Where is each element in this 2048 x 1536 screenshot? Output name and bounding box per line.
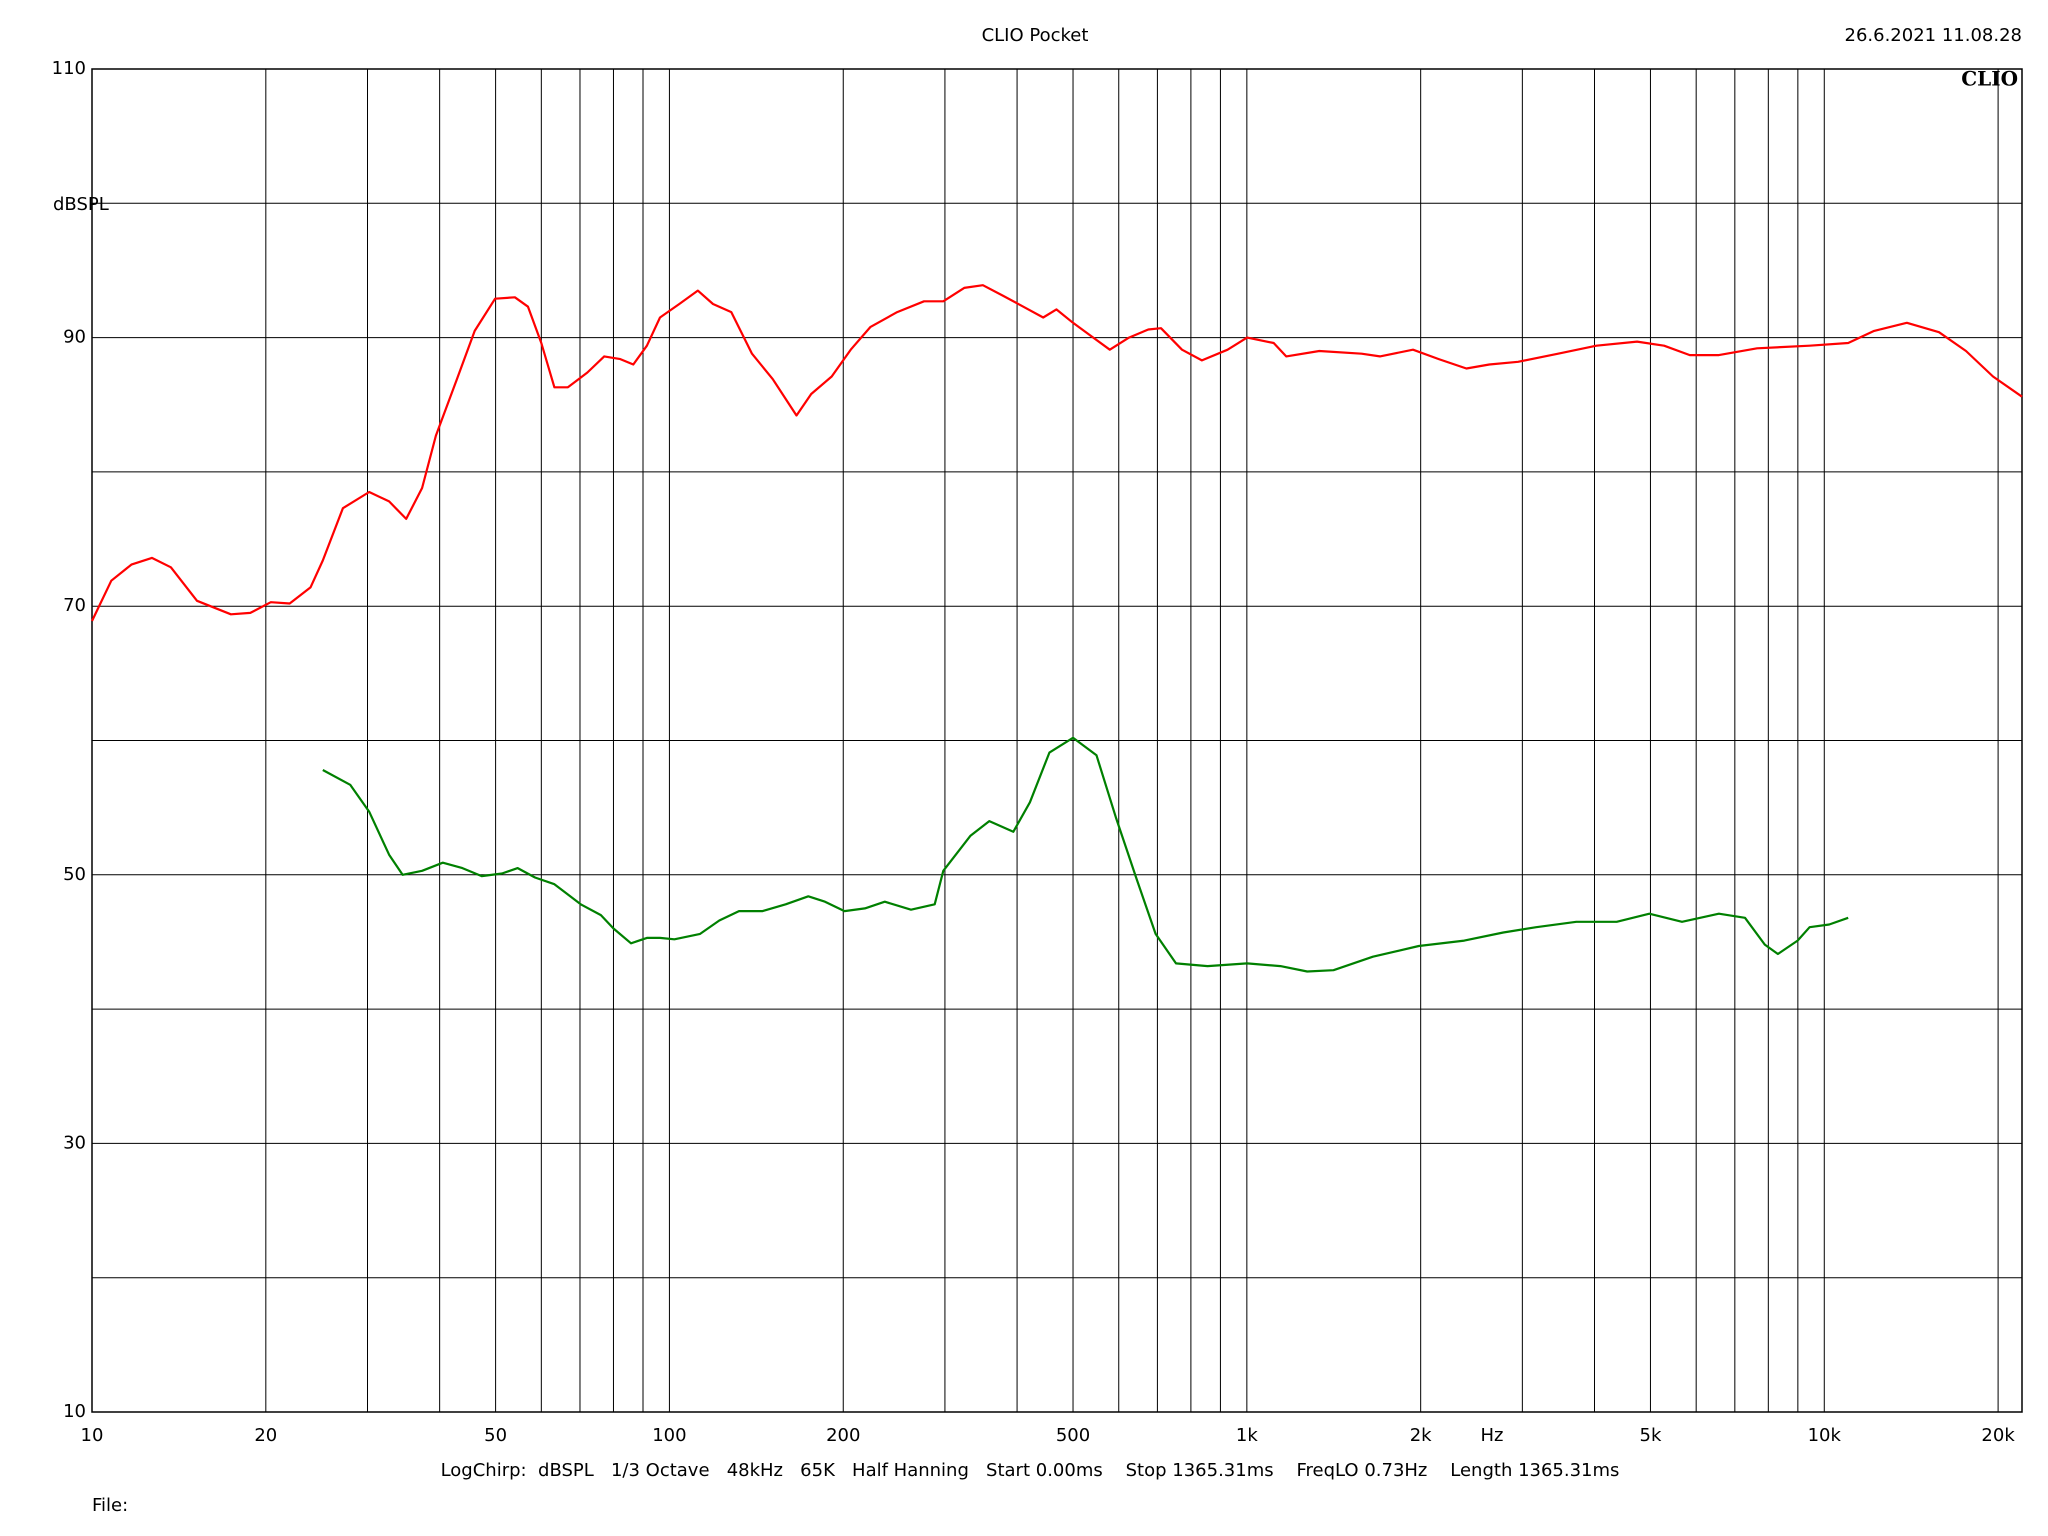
footer: LogChirp: dBSPL 1/3 Octave 48kHz 65K Hal… — [441, 1460, 1620, 1481]
x-tick-label: 500 — [1056, 1425, 1090, 1446]
series-line — [322, 736, 1849, 973]
y-tick-label: 30 — [63, 1132, 86, 1153]
x-tick-label: 10 — [81, 1425, 104, 1446]
x-tick-label: 5k — [1640, 1425, 1662, 1446]
x-axis-label: Hz — [1481, 1425, 1504, 1446]
plot-frame — [91, 68, 2023, 1413]
y-tick-label: 90 — [63, 327, 86, 348]
y-axis-label: dBSPL — [53, 194, 109, 215]
y-tick-label: 70 — [63, 595, 86, 616]
x-tick-label: 200 — [826, 1425, 860, 1446]
chart-title: CLIO Pocket — [982, 25, 1089, 46]
x-tick-label: 20k — [1981, 1425, 2015, 1446]
series-line — [91, 284, 2023, 622]
logo: CLIO — [1961, 67, 2018, 91]
y-tick-label: 50 — [63, 864, 86, 885]
x-tick-label: 1k — [1236, 1425, 1258, 1446]
timestamp: 26.6.2021 11.08.28 — [1845, 25, 2023, 46]
x-tick-label: 20 — [254, 1425, 277, 1446]
file-label: File: — [92, 1495, 128, 1516]
x-tick-label: 10k — [1808, 1425, 1842, 1446]
x-tick-label: 2k — [1410, 1425, 1432, 1446]
x-tick-label: 50 — [484, 1425, 507, 1446]
y-tick-label: 110 — [52, 58, 86, 79]
x-tick-label: 100 — [652, 1425, 686, 1446]
y-tick-label: 10 — [63, 1401, 86, 1422]
